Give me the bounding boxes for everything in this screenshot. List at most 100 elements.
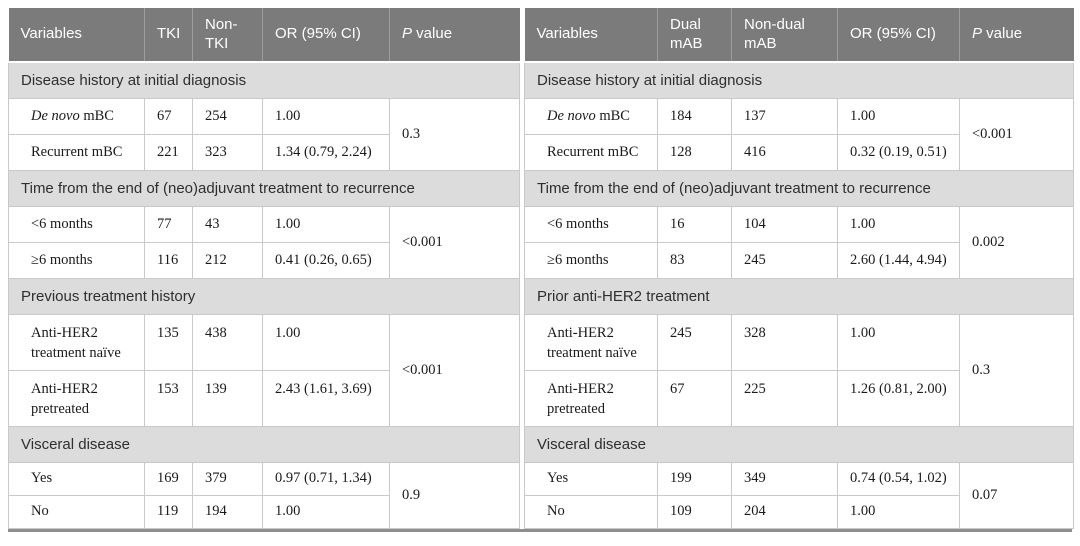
count-cell: 137 xyxy=(731,97,838,135)
section-title: Time from the end of (neo)adjuvant treat… xyxy=(524,169,1074,207)
count-cell: 153 xyxy=(144,369,193,427)
row-label-text: No xyxy=(547,503,565,520)
row-label-text: ≥6 months xyxy=(547,251,609,268)
or-cell: 2.43 (1.61, 3.69) xyxy=(262,369,390,427)
header-variables: Variables xyxy=(524,8,658,63)
row-label: De novo mBC xyxy=(524,97,658,135)
section-row: Disease history at initial diagnosis xyxy=(8,61,520,99)
or-cell: 1.00 xyxy=(262,313,390,371)
or-cell: 1.00 xyxy=(262,494,390,529)
section-row: Time from the end of (neo)adjuvant treat… xyxy=(524,169,1074,207)
count-cell: 77 xyxy=(144,205,193,243)
row-label-text: <6 months xyxy=(31,215,93,232)
section-title: Time from the end of (neo)adjuvant treat… xyxy=(8,169,520,207)
p-rest: value xyxy=(412,25,453,43)
row-label: Anti-HER2 pretreated xyxy=(8,369,145,427)
count-cell: 67 xyxy=(657,369,732,427)
table-row: Anti-HER2 pretreated 67 225 1.26 (0.81, … xyxy=(524,369,1074,427)
section-row: Disease history at initial diagnosis xyxy=(524,61,1074,99)
count-cell: 109 xyxy=(657,494,732,529)
header-or-ci: OR (95% CI) xyxy=(262,8,390,63)
or-cell: 1.00 xyxy=(837,313,960,371)
table-row: Recurrent mBC 221 323 1.34 (0.79, 2.24) xyxy=(8,133,520,171)
row-label: ≥6 months xyxy=(8,241,145,279)
p-value-cell: 0.3 xyxy=(389,97,520,171)
row-label-text: Yes xyxy=(547,470,569,487)
count-cell: 194 xyxy=(192,494,263,529)
or-cell: 1.00 xyxy=(262,205,390,243)
or-cell: 1.34 (0.79, 2.24) xyxy=(262,133,390,171)
count-cell: 83 xyxy=(657,241,732,279)
count-cell: 328 xyxy=(731,313,838,371)
count-cell: 212 xyxy=(192,241,263,279)
p-rest: value xyxy=(982,25,1023,43)
table-row: Anti-HER2 pretreated 153 139 2.43 (1.61,… xyxy=(8,369,520,427)
table-row: Yes 169 379 0.97 (0.71, 1.34) 0.9 xyxy=(8,461,520,529)
section-title: Previous treatment history xyxy=(8,277,520,315)
row-label-text: Anti-HER2 treatment naïve xyxy=(31,324,121,361)
p-value-cell: <0.001 xyxy=(389,205,520,279)
header-row: Variables Dual mAB Non-dual mAB OR (95% … xyxy=(524,8,1074,63)
header-non-tki: Non-TKI xyxy=(192,8,263,63)
row-label: Recurrent mBC xyxy=(524,133,658,171)
row-label: De novo mBC xyxy=(8,97,145,135)
table-row: De novo mBC 67 254 1.00 0.3 xyxy=(8,97,520,171)
header-dual-mab: Dual mAB xyxy=(657,8,732,63)
row-label-text: <6 months xyxy=(547,215,609,232)
mab-comparison-table: Variables Dual mAB Non-dual mAB OR (95% … xyxy=(524,8,1074,529)
row-label: <6 months xyxy=(524,205,658,243)
row-label-text: Anti-HER2 pretreated xyxy=(31,380,98,417)
count-cell: 254 xyxy=(192,97,263,135)
count-cell: 221 xyxy=(144,133,193,171)
row-label: Anti-HER2 pretreated xyxy=(524,369,658,427)
section-title: Disease history at initial diagnosis xyxy=(8,61,520,99)
section-title: Visceral disease xyxy=(8,425,520,463)
row-label-text: ≥6 months xyxy=(31,251,93,268)
or-cell: 0.32 (0.19, 0.51) xyxy=(837,133,960,171)
or-cell: 1.00 xyxy=(262,97,390,135)
p-value-cell: 0.002 xyxy=(959,205,1074,279)
row-label: Recurrent mBC xyxy=(8,133,145,171)
count-cell: 323 xyxy=(192,133,263,171)
row-label: Anti-HER2 treatment naïve xyxy=(524,313,658,371)
section-row: Previous treatment history xyxy=(8,277,520,315)
row-label-text: mBC xyxy=(79,107,114,124)
row-label-text: Anti-HER2 pretreated xyxy=(547,380,614,417)
row-label-text: Yes xyxy=(31,470,53,487)
count-cell: 416 xyxy=(731,133,838,171)
row-label: No xyxy=(8,494,145,529)
count-cell: 135 xyxy=(144,313,193,371)
count-cell: 245 xyxy=(731,241,838,279)
count-cell: 245 xyxy=(657,313,732,371)
count-cell: 104 xyxy=(731,205,838,243)
header-variables: Variables xyxy=(8,8,145,63)
table-row: No 119 194 1.00 xyxy=(8,494,520,529)
p-value-cell: 0.3 xyxy=(959,313,1074,427)
or-cell: 0.74 (0.54, 1.02) xyxy=(837,461,960,496)
header-non-dual-mab: Non-dual mAB xyxy=(731,8,838,63)
header-row: Variables TKI Non-TKI OR (95% CI) P valu… xyxy=(8,8,520,63)
header-tki: TKI xyxy=(144,8,193,63)
count-cell: 438 xyxy=(192,313,263,371)
or-cell: 1.26 (0.81, 2.00) xyxy=(837,369,960,427)
table-row: Anti-HER2 treatment naïve 135 438 1.00 <… xyxy=(8,313,520,427)
row-label-italic: De novo xyxy=(547,107,596,124)
count-cell: 204 xyxy=(731,494,838,529)
p-italic: P xyxy=(402,25,413,43)
section-row: Visceral disease xyxy=(8,425,520,463)
or-cell: 1.00 xyxy=(837,205,960,243)
header-p-value: P value xyxy=(389,8,520,63)
or-cell: 2.60 (1.44, 4.94) xyxy=(837,241,960,279)
count-cell: 184 xyxy=(657,97,732,135)
count-cell: 169 xyxy=(144,461,193,496)
count-cell: 67 xyxy=(144,97,193,135)
table-row: Yes 199 349 0.74 (0.54, 1.02) 0.07 xyxy=(524,461,1074,529)
count-cell: 119 xyxy=(144,494,193,529)
row-label: Yes xyxy=(524,461,658,496)
row-label-italic: De novo xyxy=(31,107,80,124)
table-row: Recurrent mBC 128 416 0.32 (0.19, 0.51) xyxy=(524,133,1074,171)
count-cell: 139 xyxy=(192,369,263,427)
count-cell: 116 xyxy=(144,241,193,279)
section-title: Visceral disease xyxy=(524,425,1074,463)
row-label: <6 months xyxy=(8,205,145,243)
